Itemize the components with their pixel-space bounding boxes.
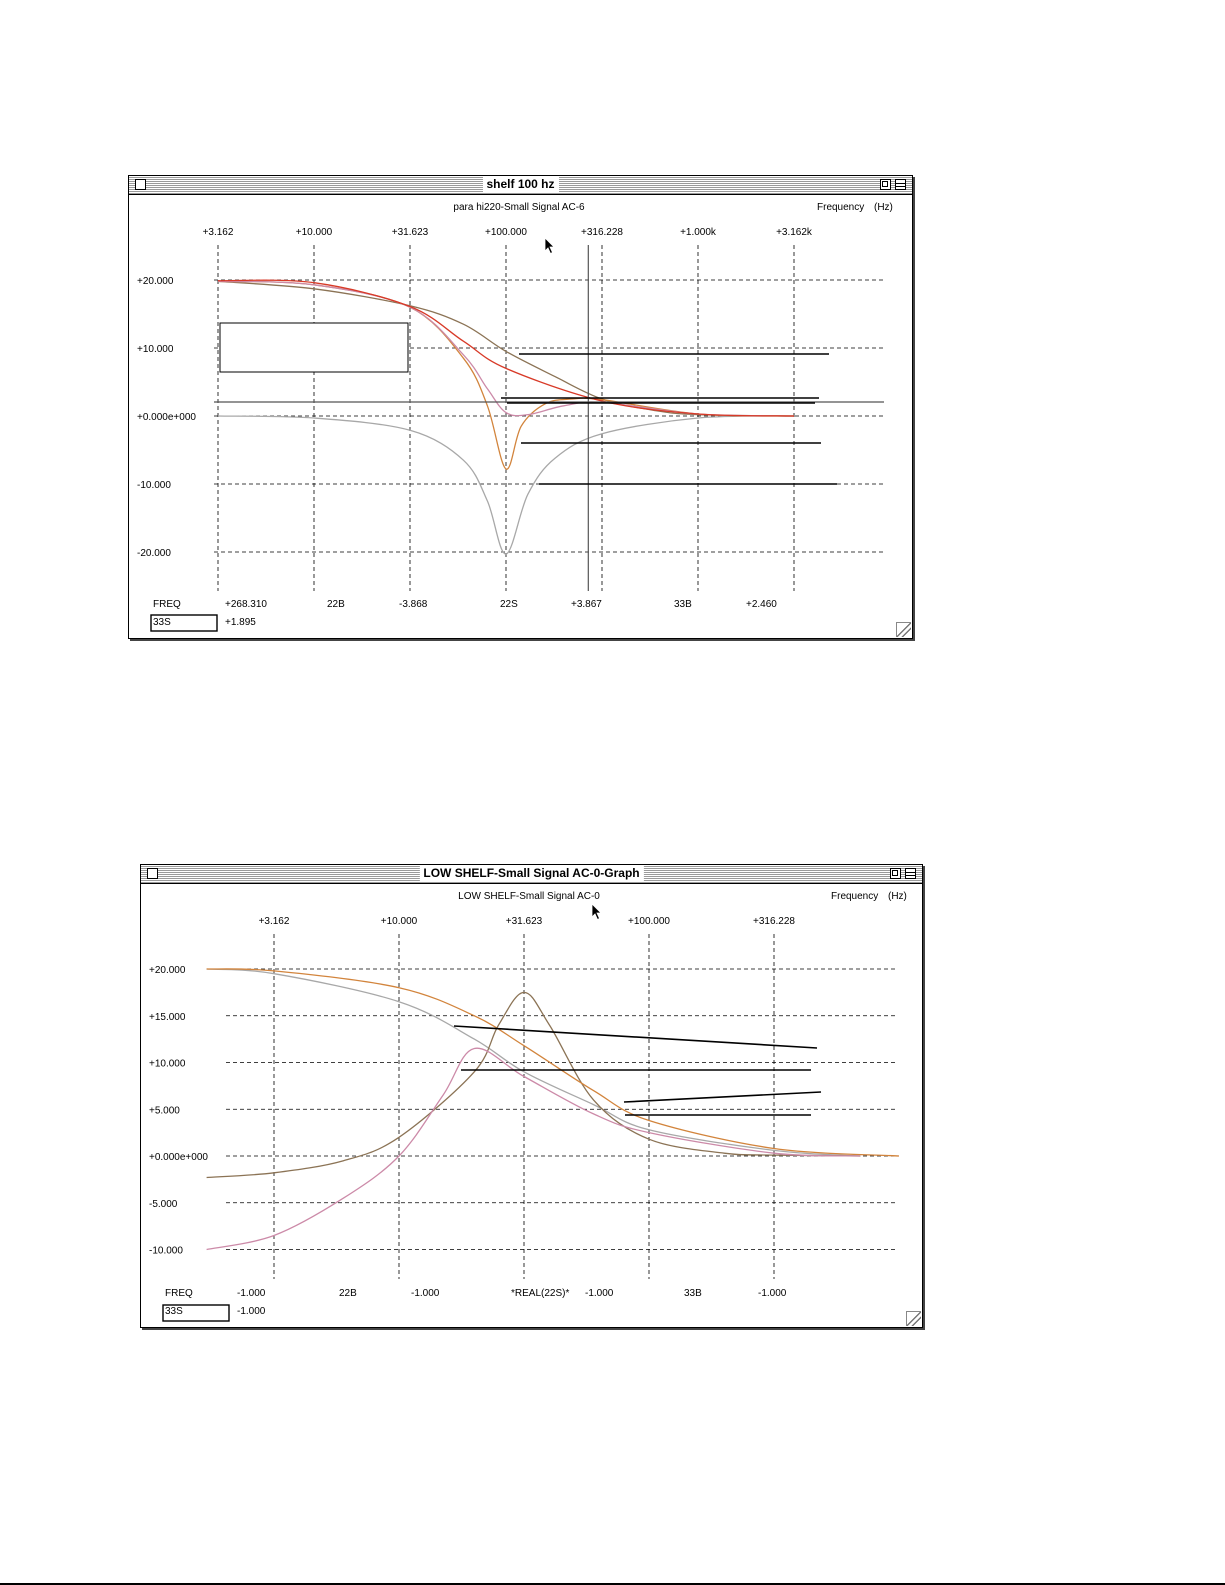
axis-unit: (Hz) [888, 891, 907, 902]
series-line-33s[interactable] [206, 1047, 861, 1251]
mouse-pointer-shape [591, 903, 602, 921]
axis-label: Frequency [817, 202, 864, 213]
mouse-pointer-shape [544, 237, 555, 255]
readout-freq-label: FREQ [165, 1288, 193, 1299]
graph-area[interactable]: para hi220-Small Signal AC-6 Frequency (Hz… [129, 195, 912, 638]
title-bar[interactable]: shelf 100 hz [129, 176, 912, 195]
y-tick-label: +20.000 [137, 276, 174, 287]
selected-trace-value: -1.000 [237, 1306, 266, 1317]
window-title: LOW SHELF-Small Signal AC-0-Graph [419, 866, 644, 881]
window-title: shelf 100 hz [482, 177, 559, 192]
selected-trace-value: +1.895 [225, 617, 256, 628]
series-line-22s[interactable] [217, 280, 795, 417]
resize-grip-icon[interactable] [906, 1311, 921, 1326]
x-tick-label: +316.228 [581, 227, 623, 238]
plot-canvas[interactable]: LOW SHELF-Small Signal AC-0 Frequency (Hz)… [141, 884, 920, 1325]
y-tick-label: +0.000e+000 [137, 412, 196, 423]
series-line-22b[interactable] [206, 968, 861, 1157]
y-tick-label: +5.000 [149, 1105, 180, 1116]
y-tick-label: -5.000 [149, 1199, 178, 1210]
series-line-reference[interactable] [217, 279, 795, 417]
zoom-box-icon[interactable] [880, 179, 891, 190]
mouse-pointer-icon [544, 237, 555, 255]
graph-subtitle: para hi220-Small Signal AC-6 [453, 202, 585, 213]
y-tick-label: +0.000e+000 [149, 1152, 208, 1163]
title-bar[interactable]: LOW SHELF-Small Signal AC-0-Graph [141, 865, 922, 884]
readout-trace-label: 22B [339, 1288, 357, 1299]
y-tick-label: +20.000 [149, 965, 186, 976]
readout-freq-value: -1.000 [237, 1288, 266, 1299]
axis-unit: (Hz) [874, 202, 893, 213]
close-box-icon[interactable] [135, 179, 146, 190]
graph-window-low-shelf[interactable]: LOW SHELF-Small Signal AC-0-Graph LOW SH… [140, 864, 923, 1328]
selected-trace-label: 33S [153, 617, 171, 628]
readout-trace-value: +2.460 [746, 599, 777, 610]
readout-freq-label: FREQ [153, 599, 181, 610]
collapse-box-icon[interactable] [895, 179, 906, 190]
readout-trace-label: *REAL(22S)* [511, 1288, 569, 1299]
readout-trace-value: -1.000 [758, 1288, 787, 1299]
readout-freq-value: +268.310 [225, 599, 267, 610]
x-tick-label: +1.000k [680, 227, 717, 238]
x-tick-label: +316.228 [753, 916, 795, 927]
x-tick-label: +3.162 [259, 916, 290, 927]
close-box-icon[interactable] [147, 868, 158, 879]
x-tick-label: +3.162k [776, 227, 813, 238]
callout-line [453, 1025, 818, 1049]
y-tick-label: -20.000 [137, 548, 171, 559]
page-bottom-rule [0, 1583, 1225, 1585]
x-tick-label: +10.000 [381, 916, 418, 927]
series-line-22b[interactable] [217, 415, 795, 555]
graph-subtitle: LOW SHELF-Small Signal AC-0 [458, 891, 600, 902]
series-line-33b[interactable] [206, 968, 900, 1157]
y-tick-label: -10.000 [137, 480, 171, 491]
y-tick-label: +10.000 [149, 1059, 186, 1070]
x-tick-label: +31.623 [506, 916, 543, 927]
readout-trace-value: -1.000 [411, 1288, 440, 1299]
selected-trace-field[interactable] [150, 614, 218, 632]
x-tick-label: +100.000 [628, 916, 670, 927]
readout-trace-value: -1.000 [585, 1288, 614, 1299]
x-tick-label: +3.162 [203, 227, 234, 238]
series-line-22s[interactable] [206, 991, 861, 1179]
axis-label: Frequency [831, 891, 878, 902]
callout-line [623, 1091, 822, 1103]
readout-trace-label: 22B [327, 599, 345, 610]
graph-window-shelf[interactable]: shelf 100 hz para hi220-Small Signal AC-… [128, 175, 913, 639]
x-tick-label: +10.000 [296, 227, 333, 238]
x-tick-label: +100.000 [485, 227, 527, 238]
mouse-pointer-icon [591, 903, 602, 921]
y-tick-label: +10.000 [137, 344, 174, 355]
zoom-box-icon[interactable] [890, 868, 901, 879]
graph-area[interactable]: LOW SHELF-Small Signal AC-0 Frequency (Hz)… [141, 884, 922, 1327]
readout-trace-value: -3.868 [399, 599, 428, 610]
readout-trace-label: 33B [674, 599, 692, 610]
collapse-box-icon[interactable] [905, 868, 916, 879]
resize-grip-icon[interactable] [896, 622, 911, 637]
selected-trace-label: 33S [165, 1306, 183, 1317]
y-tick-label: +15.000 [149, 1012, 186, 1023]
readout-trace-label: 22S [500, 599, 518, 610]
selected-trace-field[interactable] [162, 1304, 230, 1322]
y-tick-label: -10.000 [149, 1246, 183, 1257]
x-tick-label: +31.623 [392, 227, 429, 238]
plot-canvas[interactable]: para hi220-Small Signal AC-6 Frequency (Hz… [129, 195, 910, 636]
readout-trace-value: +3.867 [571, 599, 602, 610]
annotation-box[interactable] [219, 322, 409, 373]
readout-trace-label: 33B [684, 1288, 702, 1299]
